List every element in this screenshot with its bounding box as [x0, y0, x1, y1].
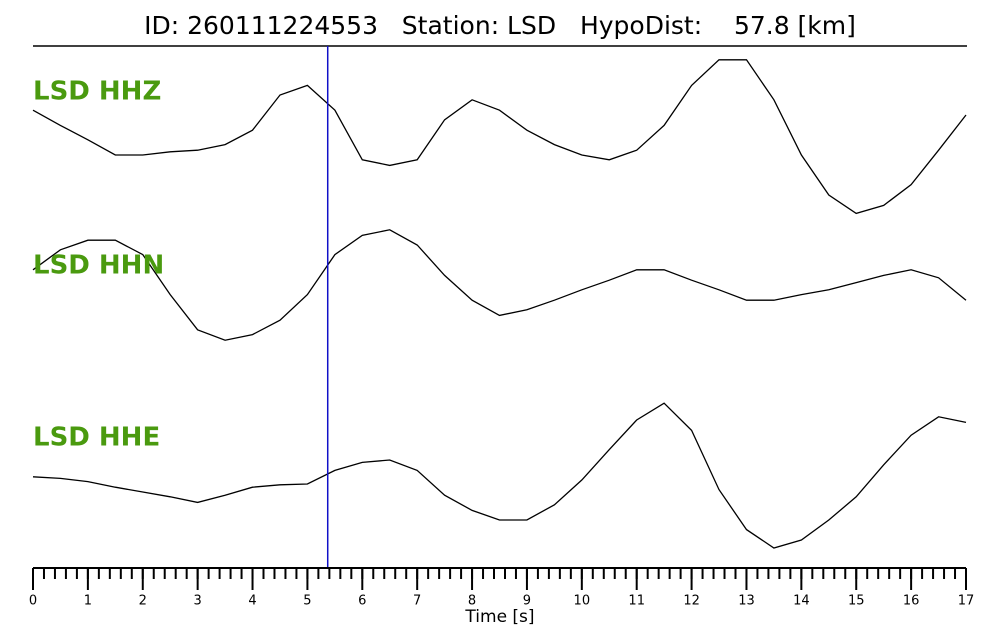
x-tick-label: 17: [958, 594, 975, 609]
x-tick-label: 10: [574, 594, 591, 609]
x-tick-label: 7: [413, 594, 421, 609]
x-tick-label: 0: [29, 594, 37, 609]
trace-label: LSD HHN: [33, 251, 164, 281]
trace: [32, 402, 967, 549]
x-tick-label: 12: [683, 594, 700, 609]
x-tick-label: 9: [523, 594, 531, 609]
x-tick-label: 4: [248, 594, 256, 609]
x-tick-label: 2: [139, 594, 147, 609]
x-tick-label: 1: [84, 594, 92, 609]
x-axis-label: Time [s]: [464, 607, 534, 627]
chart-title: ID: 260111224553 Station: LSD HypoDist: …: [144, 11, 856, 40]
trace: [32, 59, 967, 215]
x-tick-label: 5: [303, 594, 311, 609]
x-tick-label: 6: [358, 594, 366, 609]
trace-label: LSD HHZ: [33, 77, 161, 107]
x-tick-label: 14: [793, 594, 810, 609]
x-tick-label: 13: [738, 594, 755, 609]
trace: [32, 229, 967, 341]
x-tick-label: 15: [848, 594, 865, 609]
trace-label: LSD HHE: [33, 423, 160, 453]
x-tick-label: 16: [903, 594, 920, 609]
x-tick-label: 11: [628, 594, 645, 609]
x-tick-label: 3: [194, 594, 202, 609]
x-tick-label: 8: [468, 594, 476, 609]
